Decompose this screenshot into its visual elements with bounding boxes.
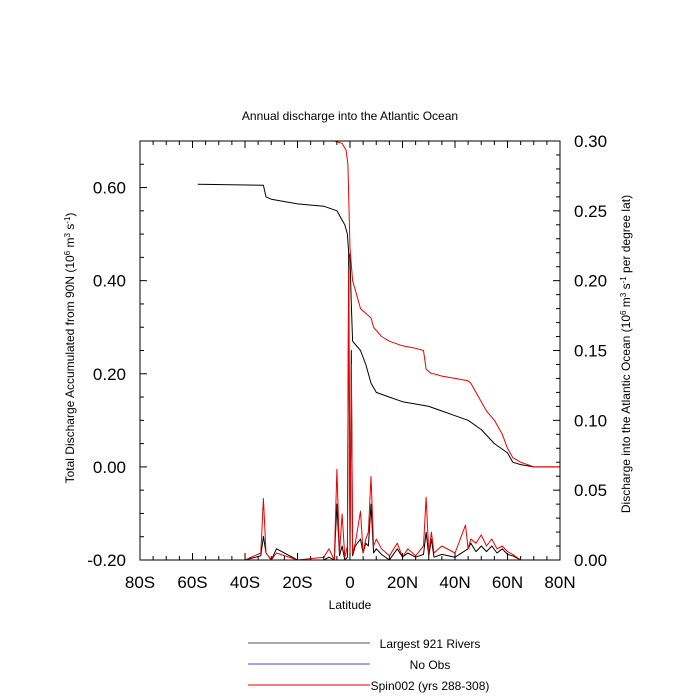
legend-label-0: Largest 921 Rivers (380, 637, 481, 651)
y-axis-label-left: Total Discharge Accumulated from 90N (10… (63, 213, 78, 484)
series-line-0 (197, 183, 560, 468)
plot-area: 80S 60S 40S 20S 0 20N 40N 60N 80N -0.20 0.00 0.20 0.… (87, 132, 607, 592)
y-right-tick-label: 0.20 (574, 272, 607, 291)
x-tick-label: 20S (282, 573, 312, 592)
y-left-tick-label: 0.00 (93, 458, 126, 477)
x-tick-label: 80N (544, 573, 575, 592)
x-axis-label: Latitude (329, 598, 372, 612)
legend-label-1: No Obs (410, 658, 451, 672)
legend-label-2: Spin002 (yrs 288-308) (371, 679, 490, 693)
x-tick-label: 60S (177, 573, 207, 592)
series-line-3 (334, 141, 560, 468)
y-left-tick-label: -0.20 (87, 551, 126, 570)
chart-title: Annual discharge into the Atlantic Ocean (242, 109, 458, 123)
y-right-tick-label: 0.25 (574, 202, 607, 221)
series-group (166, 141, 560, 560)
x-tick-label: 80S (125, 573, 155, 592)
y-right-tick-label: 0.10 (574, 411, 607, 430)
y-right-tick-label: 0.15 (574, 342, 607, 361)
y-left-tick-label: 0.60 (93, 179, 126, 198)
y-right-tick-label: 0.00 (574, 551, 607, 570)
y-axis-label-right: Discharge into the Atlantic Ocean (106 m… (619, 195, 634, 513)
y-left-tick-label: 0.40 (93, 272, 126, 291)
x-tick-label: 20N (387, 573, 418, 592)
y-right-tick-label: 0.05 (574, 481, 607, 500)
series-line-4 (166, 266, 560, 560)
x-tick-label: 40N (439, 573, 470, 592)
x-tick-label: 40S (230, 573, 260, 592)
series-line-1 (166, 252, 560, 560)
legend: Largest 921 Rivers No Obs Spin002 (yrs 288… (248, 637, 489, 693)
y-left-tick-label: 0.20 (93, 365, 126, 384)
y-right-tick-label: 0.30 (574, 132, 607, 151)
x-tick-label: 0 (345, 573, 354, 592)
x-tick-label: 60N (492, 573, 523, 592)
